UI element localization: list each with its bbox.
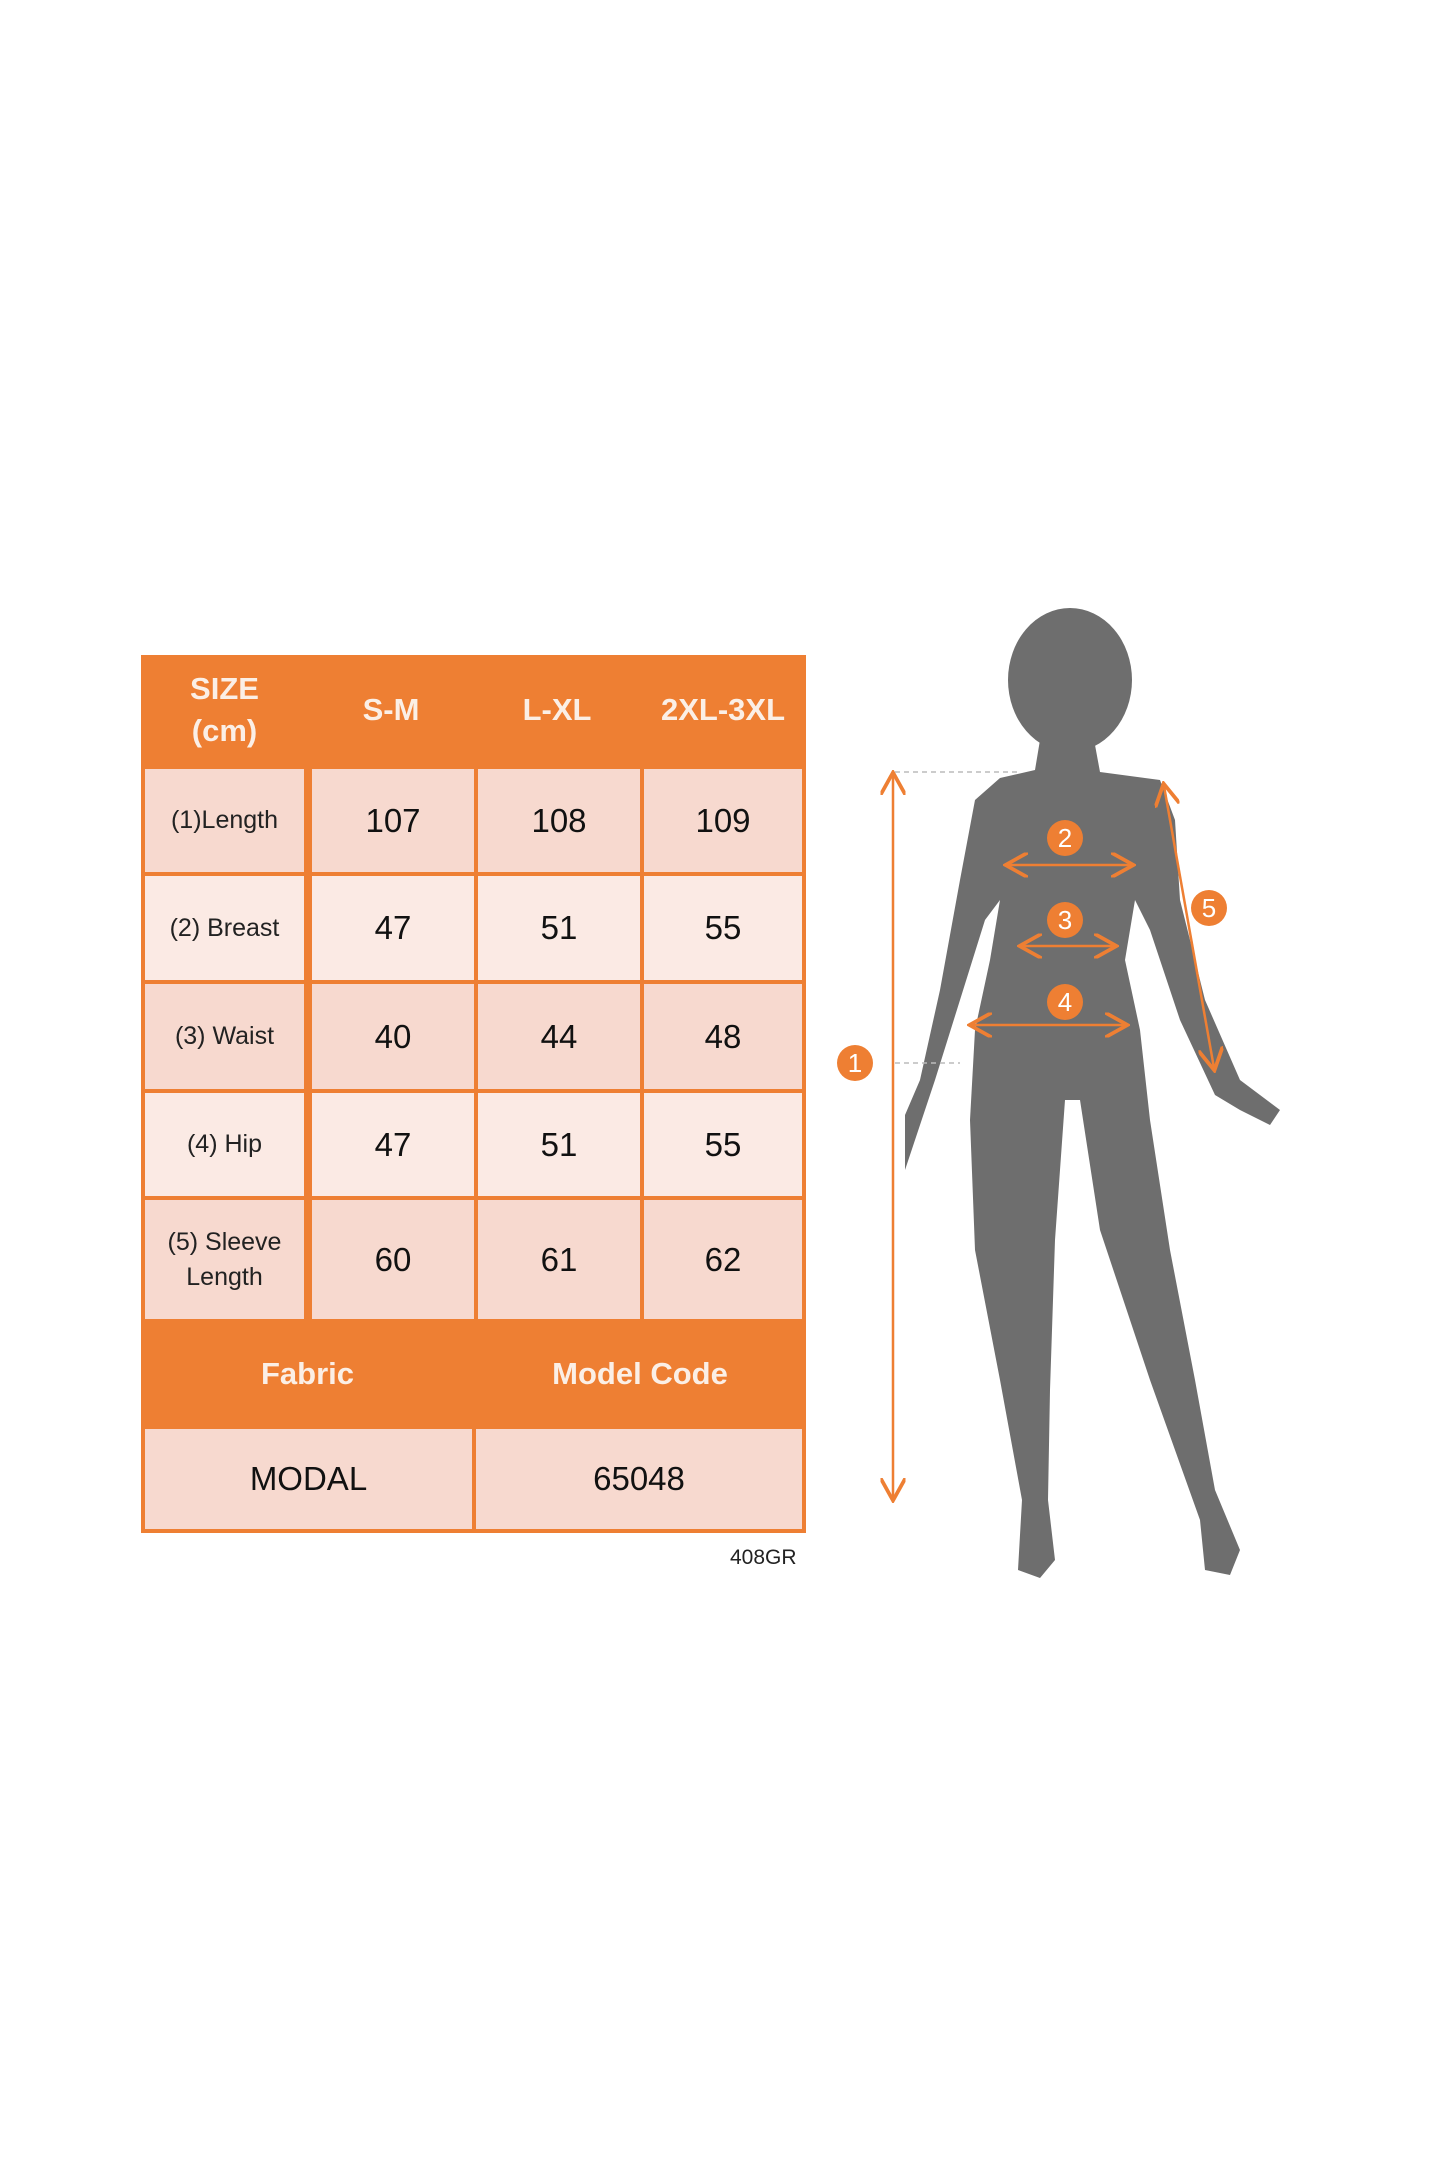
- marker-number: 3: [1058, 905, 1072, 935]
- row-label-text: (2) Breast: [169, 913, 280, 942]
- size-value-cell: 108: [478, 769, 640, 872]
- size-value-cell: 47: [312, 876, 474, 980]
- row-label: (2) Breast: [145, 876, 304, 980]
- size-value-cell: 60: [312, 1200, 474, 1319]
- size-value-cell: 62: [644, 1200, 802, 1319]
- unit-label: (cm): [191, 713, 258, 748]
- size-value-cell: 40: [312, 984, 474, 1089]
- model-code-value: 65048: [476, 1429, 802, 1529]
- size-value-cell: 55: [644, 876, 802, 980]
- fabric-header: Fabric: [260, 1356, 355, 1391]
- row-label-text: Length: [186, 1262, 263, 1291]
- model-code-header: Model Code: [552, 1356, 728, 1391]
- row-label-text: (5) Sleeve: [167, 1227, 282, 1256]
- size-value-cell: 48: [644, 984, 802, 1089]
- row-label: (4) Hip: [145, 1093, 304, 1196]
- marker-number: 4: [1058, 987, 1072, 1017]
- measurement-marker: 5: [1191, 890, 1227, 926]
- size-table: SIZE (cm) S-M L-XL 2XL-3XL (1)Length 107 1…: [141, 655, 806, 1533]
- size-col-header: L-XL: [522, 692, 592, 727]
- row-label-text: (4) Hip: [186, 1130, 262, 1158]
- size-value-cell: 51: [478, 1093, 640, 1196]
- product-code: 408GR: [730, 1546, 797, 1569]
- woman-silhouette: [905, 608, 1280, 1578]
- sleeve-arrow: [1164, 786, 1214, 1068]
- size-value-cell: 109: [644, 769, 802, 872]
- size-value-cell: 47: [312, 1093, 474, 1196]
- size-value-cell: 107: [312, 769, 474, 872]
- marker-number: 2: [1058, 823, 1072, 853]
- measurement-marker: 4: [1047, 984, 1083, 1020]
- measurement-lines: [893, 775, 1214, 1498]
- measurement-marker: 3: [1047, 902, 1083, 938]
- row-label: (3) Waist: [145, 984, 304, 1089]
- row-label: (1)Length: [145, 769, 304, 872]
- size-col-header: 2XL-3XL: [660, 692, 786, 727]
- size-col-header: S-M: [362, 692, 420, 727]
- marker-number: 5: [1202, 893, 1216, 923]
- size-value-cell: 55: [644, 1093, 802, 1196]
- fabric-value: MODAL: [145, 1429, 472, 1529]
- row-label-text: (3) Waist: [174, 1022, 275, 1050]
- row-label-text: (1)Length: [170, 806, 279, 834]
- measurement-marker: 2: [1047, 820, 1083, 856]
- size-header: SIZE (cm): [141, 655, 308, 765]
- measurement-marker: 1: [837, 1045, 873, 1081]
- size-value-cell: 44: [478, 984, 640, 1089]
- size-label: SIZE: [190, 671, 259, 706]
- marker-number: 1: [848, 1048, 862, 1078]
- size-value-cell: 61: [478, 1200, 640, 1319]
- row-label: (5) Sleeve Length: [145, 1200, 304, 1319]
- guide-lines: [895, 771, 1021, 1064]
- size-value-cell: 51: [478, 876, 640, 980]
